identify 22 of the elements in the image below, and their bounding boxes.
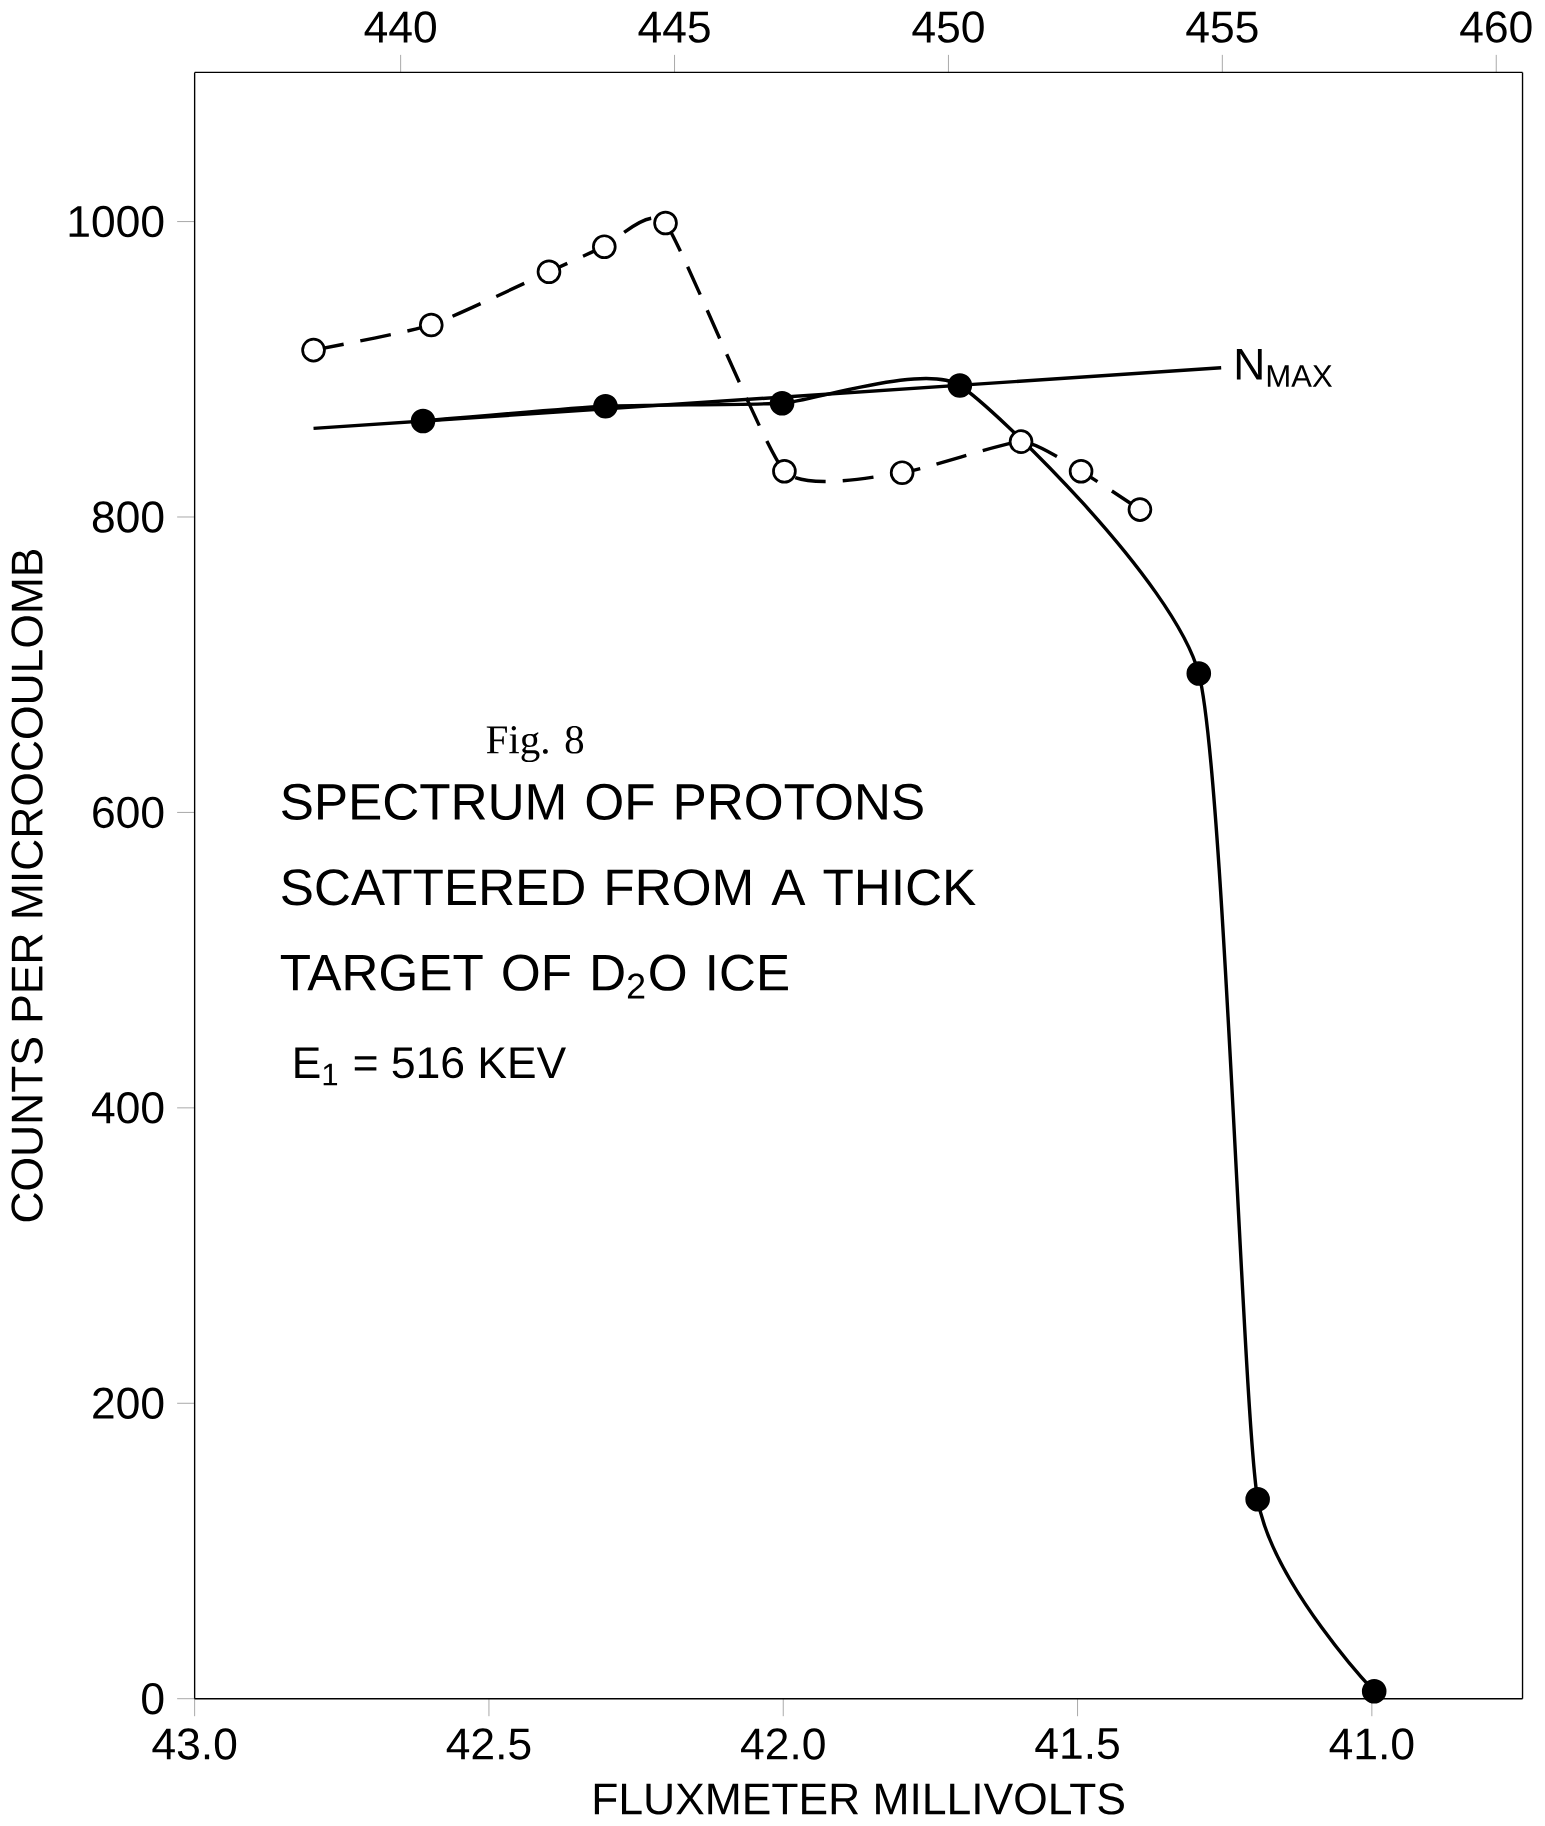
x2-tick-label: 455 [1186, 11, 1258, 43]
y-tick-label: 0 [142, 1682, 164, 1715]
y-tick-label: 1000 [69, 205, 164, 238]
y-tick-label: 600 [93, 796, 164, 829]
series-label: N$_{MAX}$ [1237, 348, 1333, 387]
annotation: E$_{1}$ = 516 KEV [295, 1046, 567, 1086]
x2-tick-label: 445 [638, 11, 710, 43]
y-tick-label: 800 [93, 501, 164, 533]
x2-tick-label: 460 [1460, 11, 1532, 43]
x-tick-label: 41.5 [1035, 1728, 1120, 1760]
x2-tick-label: 450 [912, 11, 984, 43]
x-tick-label: 42.0 [741, 1728, 825, 1760]
x-tick-label: 41.0 [1329, 1728, 1414, 1760]
x2-tick-label: 440 [364, 11, 437, 43]
y-axis-title: COUNTS PER MICROCOULOMB [11, 549, 43, 1222]
x-tick-label: 42.5 [446, 1728, 531, 1760]
x-axis-title: FLUXMETER MILLIVOLTS [595, 1783, 1125, 1815]
y-tick-label: 200 [93, 1387, 164, 1419]
x-tick-label: 43.0 [152, 1728, 237, 1760]
annotation: Fig. 8 [486, 725, 584, 763]
text: SPECTRUM OF PROTONS SCATTERED FROM A THICK TARGET OF D$_{2}$O ICE [281, 783, 976, 999]
y-tick-label: 400 [92, 1092, 164, 1124]
